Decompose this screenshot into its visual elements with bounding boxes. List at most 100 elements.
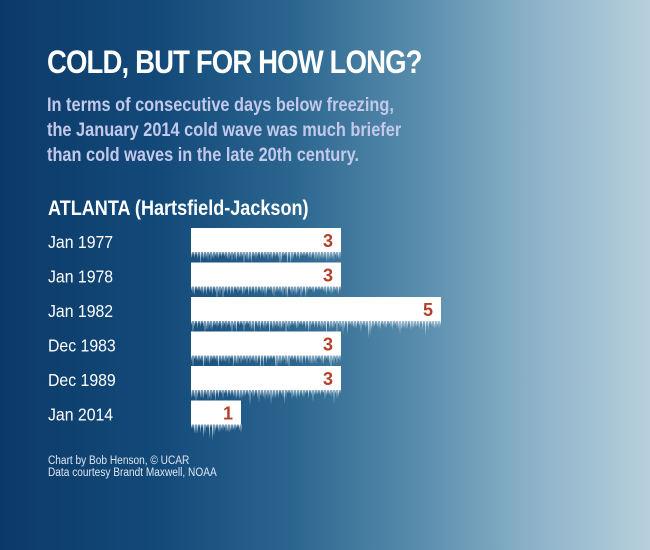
icicle [198, 355, 200, 362]
icicle [411, 321, 413, 329]
icicle [194, 252, 195, 258]
icicle [272, 355, 273, 360]
icicle [327, 286, 329, 292]
icicle [356, 321, 357, 329]
icicle [203, 286, 204, 295]
icicle [309, 321, 311, 330]
icicle [218, 355, 219, 373]
icicle [341, 321, 342, 327]
icicle [212, 355, 213, 360]
icicle [219, 355, 221, 362]
icicle [243, 286, 245, 295]
icicle [329, 286, 330, 293]
icicle [324, 390, 326, 399]
icicle [332, 355, 333, 362]
icicle [245, 252, 246, 257]
icicle [272, 390, 273, 398]
icicle [201, 321, 203, 325]
icicle [333, 252, 335, 261]
icicle [296, 286, 297, 295]
icicle [306, 390, 308, 394]
icicle [300, 286, 302, 299]
icicle [254, 390, 255, 396]
icicle [284, 321, 285, 325]
icicle [258, 355, 260, 360]
icicle [228, 390, 230, 395]
icicle [330, 286, 332, 295]
icicle [284, 286, 285, 290]
icicle [207, 355, 209, 363]
icicle [236, 390, 237, 399]
icicle [200, 286, 201, 292]
icicle [327, 355, 329, 361]
icicle [257, 252, 258, 257]
icicle [206, 355, 207, 359]
icicle [294, 355, 296, 360]
icicle [395, 321, 396, 325]
icicle [264, 321, 266, 329]
icicle [275, 355, 276, 369]
icicle [260, 390, 261, 396]
icicle [410, 321, 411, 330]
icicle [201, 355, 203, 362]
icicle [198, 390, 200, 394]
icicle [203, 321, 204, 327]
icicle [306, 286, 308, 294]
icicle [303, 355, 305, 360]
icicle [272, 286, 273, 295]
icicle [380, 321, 381, 329]
icicle [326, 286, 327, 295]
icicle [270, 252, 272, 260]
icicle [401, 321, 402, 330]
icicle [314, 355, 315, 362]
icicle [215, 286, 216, 293]
icicle [335, 286, 336, 291]
icicle [291, 321, 293, 326]
icicle [191, 355, 192, 361]
icicle [261, 390, 263, 397]
icicle [222, 252, 224, 256]
icicle [332, 390, 333, 394]
icicle [272, 321, 273, 329]
icicle [197, 321, 198, 329]
icicle [315, 286, 317, 291]
icicle [260, 286, 261, 292]
icicle [297, 390, 299, 397]
icicle [320, 286, 321, 291]
icicle [404, 321, 405, 328]
icicle [195, 286, 197, 290]
icicle [200, 424, 201, 433]
icicle [233, 424, 234, 430]
icicle [273, 390, 275, 398]
icicle [261, 286, 263, 295]
icicle [336, 286, 338, 293]
icicle [357, 321, 359, 325]
icicle [317, 252, 318, 258]
icicle [339, 321, 341, 329]
icicle [212, 424, 213, 441]
icicle [299, 390, 300, 398]
category-label: Dec 1983 [48, 336, 116, 356]
icicle [204, 252, 206, 259]
icicle [216, 252, 218, 258]
icicle [251, 252, 252, 263]
icicle [194, 355, 195, 359]
icicle [333, 321, 335, 328]
icicle [282, 355, 284, 362]
icicle [204, 390, 206, 396]
value-label: 3 [323, 369, 333, 389]
icicle [287, 286, 288, 299]
icicle [306, 321, 308, 327]
icicle [330, 252, 332, 260]
icicle [249, 321, 251, 329]
chart-title: COLD, BUT FOR HOW LONG? [47, 44, 422, 80]
icicle [209, 390, 210, 399]
icicle [246, 321, 248, 325]
icicle [240, 321, 242, 325]
icicle [311, 355, 312, 364]
icicle [336, 321, 338, 336]
icicle [350, 321, 351, 325]
icicle [297, 252, 299, 258]
icicle [254, 321, 255, 334]
icicle [245, 321, 246, 326]
